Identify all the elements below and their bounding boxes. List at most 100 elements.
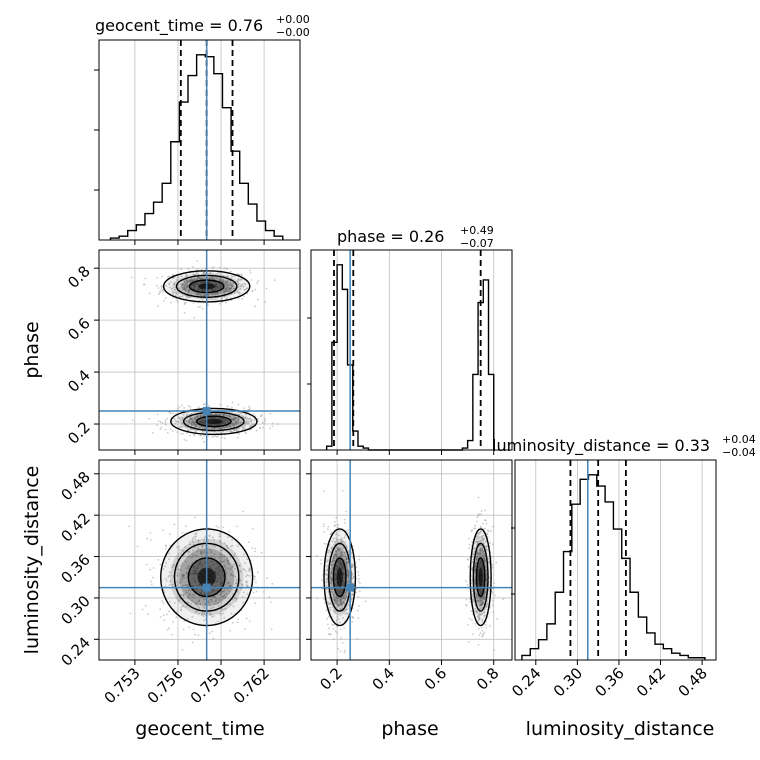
scatter-point	[465, 604, 468, 607]
scatter-point	[262, 591, 265, 593]
scatter-point	[220, 285, 222, 287]
scatter-point	[225, 426, 228, 428]
scatter-point	[186, 567, 189, 570]
scatter-point	[358, 578, 361, 580]
scatter-point	[203, 440, 205, 443]
scatter-point	[339, 650, 342, 653]
scatter-point	[226, 414, 229, 417]
scatter-point	[231, 538, 233, 541]
scatter-point	[181, 549, 184, 552]
scatter-point	[167, 575, 170, 578]
scatter-point	[240, 273, 243, 276]
scatter-point	[212, 424, 215, 426]
scatter-point	[263, 422, 266, 425]
scatter-point	[234, 567, 237, 570]
scatter-point	[214, 273, 217, 276]
scatter-point	[169, 412, 172, 415]
scatter-point	[249, 269, 252, 272]
scatter-point	[492, 525, 494, 528]
scatter-point	[224, 283, 227, 285]
scatter-point	[207, 434, 210, 437]
scatter-point	[202, 430, 205, 433]
scatter-point	[155, 284, 158, 287]
scatter-point	[229, 282, 232, 285]
scatter-point	[146, 537, 149, 540]
scatter-point	[203, 293, 206, 296]
x-tick-label: 0.2	[316, 664, 346, 694]
scatter-point	[351, 620, 354, 623]
scatter-point	[326, 617, 329, 620]
scatter-point	[164, 419, 167, 422]
scatter-point	[241, 283, 244, 285]
scatter-point	[161, 291, 164, 293]
scatter-point	[231, 423, 234, 426]
scatter-point	[190, 589, 193, 592]
scatter-point	[172, 412, 174, 415]
scatter-point	[209, 566, 212, 569]
scatter-point	[465, 598, 468, 601]
scatter-point	[269, 427, 271, 430]
scatter-point	[187, 595, 190, 598]
scatter-point	[236, 422, 239, 425]
scatter-point	[215, 283, 217, 286]
scatter-point	[189, 428, 192, 431]
scatter-point	[196, 294, 199, 297]
scatter-point	[225, 301, 228, 304]
scatter-point	[217, 605, 220, 607]
scatter-point	[218, 599, 221, 601]
scatter-point	[191, 585, 194, 588]
scatter-point	[329, 533, 332, 535]
scatter-point	[233, 287, 236, 290]
title-geocent-time-plus: +0.00	[276, 13, 310, 26]
scatter-point	[204, 427, 206, 430]
x-tick-label: 0.762	[230, 664, 273, 707]
scatter-point	[242, 285, 245, 288]
scatter-point	[220, 417, 223, 420]
scatter-point	[152, 567, 155, 569]
scatter-point	[237, 419, 240, 422]
scatter-point	[230, 545, 233, 548]
scatter-point	[226, 296, 228, 299]
scatter-point	[244, 432, 247, 435]
scatter-point	[193, 596, 196, 599]
scatter-point	[479, 525, 482, 528]
scatter-point	[491, 563, 494, 566]
scatter-point	[212, 563, 215, 566]
scatter-point	[204, 418, 206, 420]
scatter-point	[207, 404, 210, 407]
scatter-point	[477, 496, 480, 499]
scatter-point	[260, 551, 263, 554]
scatter-point	[164, 547, 167, 550]
scatter-point	[229, 425, 232, 428]
scatter-point	[211, 545, 214, 547]
scatter-point	[194, 285, 196, 288]
scatter-point	[180, 577, 183, 579]
scatter-point	[212, 273, 214, 275]
y-tick-label: 0.6	[64, 314, 94, 344]
scatter-point	[186, 583, 189, 586]
scatter-point	[221, 297, 224, 300]
scatter-point	[187, 411, 190, 414]
scatter-point	[244, 424, 246, 427]
scatter-point	[221, 526, 224, 529]
scatter-point	[203, 434, 205, 437]
scatter-point	[182, 584, 185, 587]
scatter-point	[476, 520, 478, 523]
scatter-point	[229, 568, 231, 571]
scatter-point	[189, 405, 192, 408]
scatter-point	[238, 427, 240, 430]
scatter-point	[183, 288, 186, 290]
scatter-point	[199, 549, 202, 552]
scatter-point	[194, 538, 197, 540]
scatter-point	[469, 601, 472, 603]
scatter-point	[202, 615, 205, 618]
scatter-point	[470, 610, 473, 613]
scatter-point	[254, 305, 256, 308]
scatter-point	[225, 288, 228, 290]
scatter-point	[341, 489, 344, 492]
scatter-point	[176, 572, 179, 575]
scatter-point	[231, 565, 234, 568]
scatter-point	[335, 516, 338, 519]
scatter-point	[234, 421, 237, 424]
scatter-point	[221, 280, 224, 283]
